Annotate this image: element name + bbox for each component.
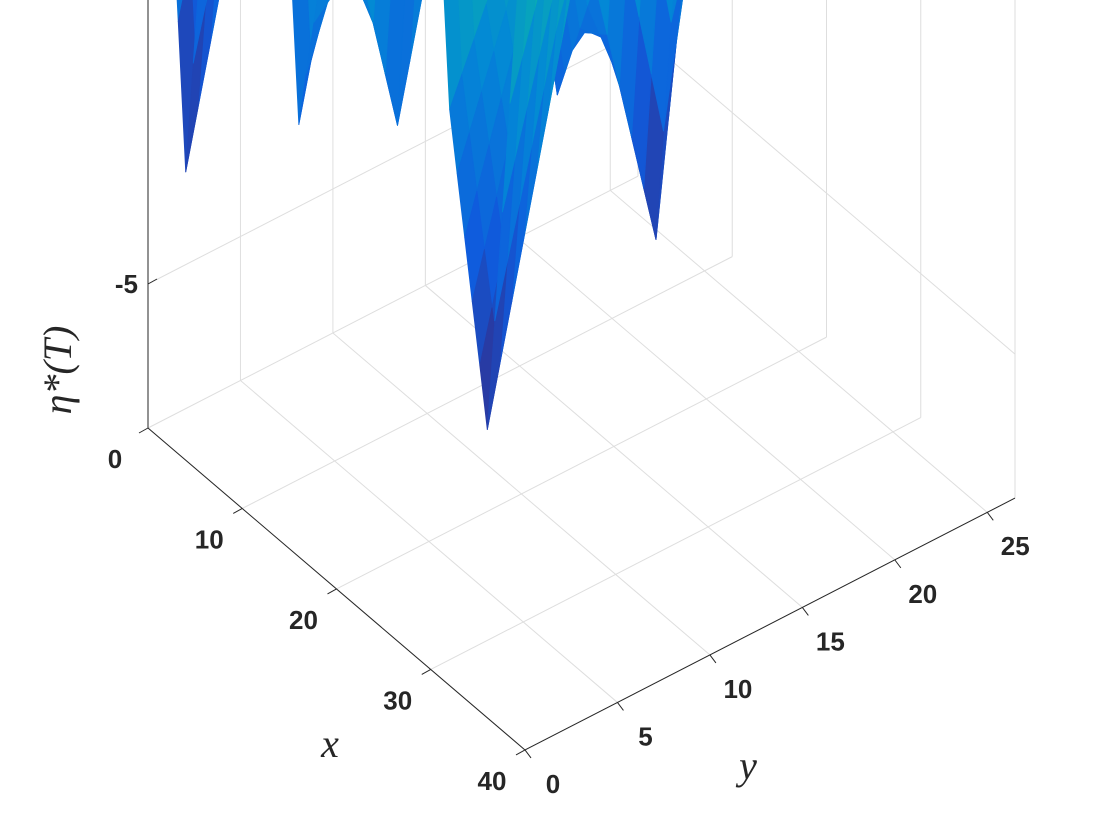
y-tick-label: 0	[546, 769, 560, 799]
tick-mark	[421, 669, 431, 675]
surface-patch	[409, 0, 422, 62]
axis-line	[524, 497, 1016, 751]
tick-mark	[986, 512, 994, 521]
surface-patch	[372, 0, 391, 75]
x-tick-label: 20	[289, 605, 318, 635]
y-axis-label: y	[735, 743, 757, 788]
y-tick-label: 15	[816, 626, 845, 656]
surface-patch	[325, 0, 330, 5]
grid-line	[430, 417, 921, 670]
surface-patch	[666, 0, 674, 23]
tick-mark	[147, 278, 158, 285]
tick-mark	[617, 702, 624, 711]
y-tick-label: 20	[908, 579, 937, 609]
surface-patch	[675, 0, 683, 45]
grid-line	[637, 31, 1016, 355]
x-tick-label: 30	[383, 685, 412, 715]
tick-mark	[524, 749, 532, 759]
surface-patch	[538, 0, 552, 56]
grid-line	[147, 175, 639, 429]
x-axis-label: x	[320, 721, 339, 766]
surface-patch	[598, 0, 610, 35]
x-tick-label: 40	[478, 766, 507, 796]
surface	[176, 0, 683, 430]
tick-mark	[894, 559, 902, 569]
surface-patch	[313, 0, 328, 23]
tick-mark	[327, 588, 337, 595]
surface-patch	[606, 0, 625, 86]
z-axis-label: η*(T)	[35, 326, 80, 415]
surface-patch	[638, 0, 657, 75]
surface-patch	[367, 0, 376, 24]
surface-patch	[363, 0, 366, 6]
surface-patch	[503, 0, 510, 11]
tick-mark	[233, 508, 243, 514]
y-tick-label: 5	[638, 721, 652, 751]
surface-patch	[635, 0, 641, 18]
x-tick-label: 0	[108, 444, 122, 474]
surface-patch	[555, 0, 565, 31]
surface-patch	[586, 0, 590, 6]
tick-mark	[515, 749, 526, 756]
y-tick-label: 25	[1001, 531, 1030, 561]
surface-patch	[192, 0, 207, 64]
z-tick-label: -5	[115, 269, 138, 299]
tick-mark	[709, 654, 717, 664]
surface-patch	[384, 0, 405, 126]
surface-patch	[209, 0, 220, 45]
surface-patch	[509, 0, 527, 104]
grid-line	[336, 336, 827, 590]
tick-mark	[138, 427, 149, 434]
x-tick-label: 10	[195, 524, 224, 554]
y-tick-label: 10	[723, 674, 752, 704]
back-walls	[147, 0, 1016, 751]
tick-mark	[801, 607, 809, 616]
